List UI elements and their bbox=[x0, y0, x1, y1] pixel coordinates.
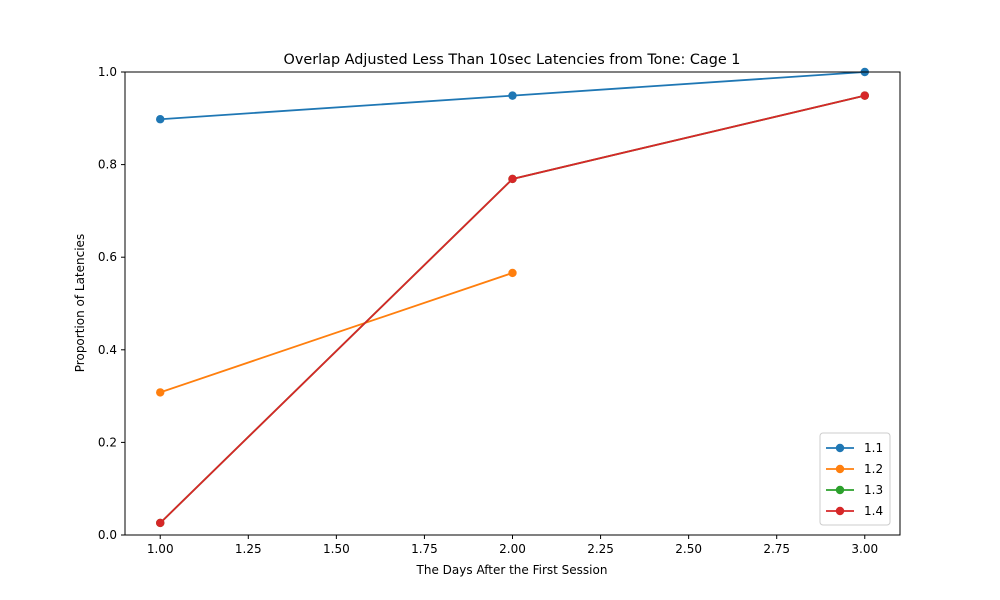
series-1.2 bbox=[156, 268, 517, 397]
legend-item: 1.2 bbox=[826, 462, 883, 476]
data-point bbox=[156, 388, 165, 397]
series-1.1 bbox=[156, 67, 869, 124]
legend-label: 1.4 bbox=[864, 504, 883, 518]
y-tick-label: 0.4 bbox=[98, 343, 117, 357]
data-point bbox=[508, 174, 517, 184]
y-tick-label: 0.2 bbox=[98, 435, 117, 449]
y-tick-label: 0.6 bbox=[98, 250, 117, 264]
x-axis-label: The Days After the First Session bbox=[416, 563, 608, 577]
x-tick-label: 1.25 bbox=[235, 542, 262, 556]
legend-item: 1.4 bbox=[826, 504, 883, 518]
legend-item: 1.1 bbox=[826, 441, 883, 455]
legend-item: 1.3 bbox=[826, 483, 883, 497]
legend-box bbox=[819, 432, 891, 526]
x-tick-label: 2.75 bbox=[763, 542, 790, 556]
x-tick-label: 2.25 bbox=[587, 542, 614, 556]
x-tick-label: 3.00 bbox=[851, 542, 878, 556]
data-point bbox=[156, 518, 165, 528]
legend-marker bbox=[835, 443, 845, 453]
series-line bbox=[159, 272, 513, 394]
data-point bbox=[860, 91, 869, 100]
x-tick-label: 1.75 bbox=[411, 542, 438, 556]
legend-marker bbox=[835, 485, 845, 495]
data-point bbox=[508, 91, 517, 100]
data-point bbox=[156, 115, 165, 124]
y-tick-label: 0.8 bbox=[98, 158, 117, 172]
legend-label: 1.3 bbox=[864, 483, 883, 497]
legend-marker bbox=[835, 506, 845, 516]
x-tick-label: 1.00 bbox=[147, 542, 174, 556]
legend-label: 1.1 bbox=[864, 441, 883, 455]
x-tick-label: 2.00 bbox=[499, 542, 526, 556]
plot-area bbox=[156, 67, 869, 528]
x-tick-label: 2.50 bbox=[675, 542, 702, 556]
y-axis-label: Proportion of Latencies bbox=[73, 234, 87, 372]
legend-label: 1.2 bbox=[864, 462, 883, 476]
series-1.4 bbox=[156, 91, 869, 528]
chart-title: Overlap Adjusted Less Than 10sec Latenci… bbox=[284, 52, 741, 68]
y-tick-label: 0.0 bbox=[98, 528, 117, 542]
legend-marker bbox=[835, 464, 845, 474]
axis-ticks: 1.00 1.25 1.50 1.75 2.00 2.25 2.50 2.75 3.00 0.0 0… bbox=[98, 65, 878, 556]
y-tick-label: 1.0 bbox=[98, 65, 117, 79]
data-point bbox=[508, 268, 517, 278]
legend: 1.1 1.2 1.3 1.4 bbox=[819, 432, 891, 526]
x-tick-label: 1.50 bbox=[323, 542, 350, 556]
